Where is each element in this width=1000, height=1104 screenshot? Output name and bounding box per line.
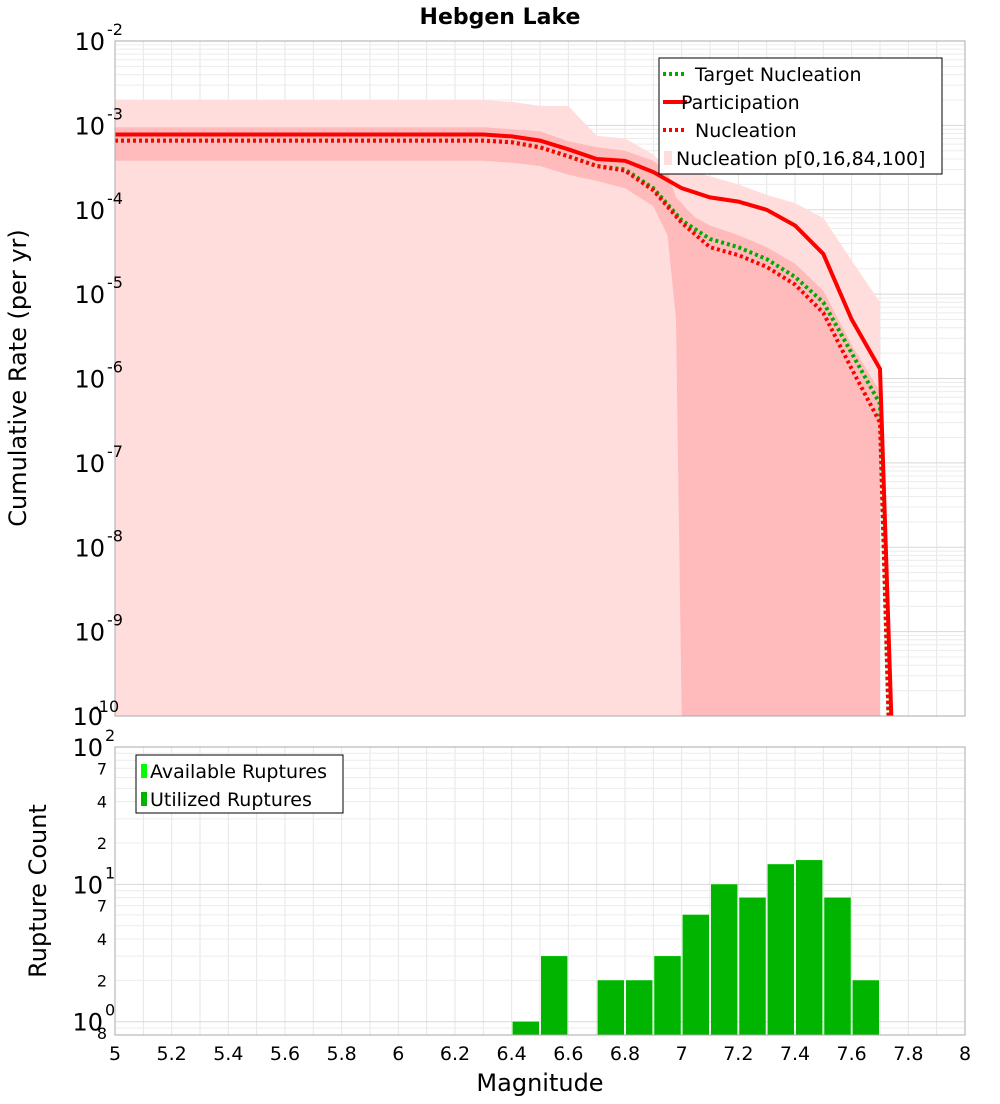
bottom-plot-frame (114, 746, 966, 1036)
bottom-legend-label: Utilized Ruptures (150, 789, 312, 811)
x-tick-label: 6.8 (610, 1043, 640, 1065)
top-plot-frame (114, 40, 966, 717)
legend-swatch-bar (141, 764, 147, 778)
bar-utilized-ruptures (654, 956, 681, 1035)
bottom-y-axis-label: Rupture Count (24, 804, 52, 978)
series-line-participation (115, 132, 894, 717)
top-y-tick-label: 10 (74, 112, 105, 140)
top-y-tick-label: 10 (74, 619, 105, 647)
top-y-tick-exponent: -5 (107, 273, 123, 292)
bar-utilized-ruptures (739, 897, 766, 1035)
bar-utilized-ruptures (767, 864, 794, 1035)
band-p16-p84 (115, 127, 880, 717)
legend-swatch-bar (141, 792, 147, 806)
top-y-tick-label: 10 (74, 28, 105, 56)
bottom-y-tick-exponent: 0 (105, 1001, 115, 1020)
top-y-tick-label: 10 (74, 197, 105, 225)
top-y-tick-exponent: -10 (93, 697, 119, 716)
x-tick-label: 5 (109, 1043, 121, 1065)
x-tick-label: 6.2 (440, 1043, 470, 1065)
bottom-y-tick-exponent: 1 (105, 863, 115, 882)
x-tick-label: 5.6 (270, 1043, 300, 1065)
top-legend-label: Target Nucleation (694, 64, 862, 86)
x-tick-label: 6 (392, 1043, 404, 1065)
x-tick-label: 7.8 (893, 1043, 923, 1065)
bottom-y-minor-tick-label: 8 (97, 1024, 107, 1043)
bottom-y-minor-tick-label: 4 (97, 793, 107, 812)
x-tick-label: 7.4 (780, 1043, 810, 1065)
bar-utilized-ruptures (711, 884, 738, 1035)
top-y-tick-label: 10 (74, 534, 105, 562)
bar-utilized-ruptures (541, 956, 568, 1035)
bar-utilized-ruptures (626, 980, 653, 1035)
x-tick-label: 7.6 (837, 1043, 867, 1065)
x-tick-label: 6.6 (553, 1043, 583, 1065)
top-y-tick-exponent: -3 (107, 104, 123, 123)
chart-title: Hebgen Lake (420, 5, 581, 30)
bar-utilized-ruptures (852, 980, 879, 1035)
bottom-y-tick-label: 10 (72, 871, 103, 899)
x-tick-label: 5.4 (213, 1043, 243, 1065)
top-y-tick-exponent: -9 (107, 611, 123, 630)
bottom-y-minor-tick-label: 7 (97, 897, 107, 916)
series-line-nucleation (115, 138, 891, 717)
legend-swatch-band (664, 151, 672, 165)
x-axis-label: Magnitude (476, 1069, 603, 1097)
x-tick-label: 7 (676, 1043, 688, 1065)
x-tick-label: 5.8 (327, 1043, 357, 1065)
x-tick-label: 8 (959, 1043, 971, 1065)
top-y-tick-exponent: -8 (107, 526, 123, 545)
top-y-tick-exponent: -2 (107, 20, 123, 39)
top-y-axis-label: Cumulative Rate (per yr) (4, 229, 32, 527)
x-tick-label: 7.2 (723, 1043, 753, 1065)
bottom-y-minor-tick-label: 2 (97, 971, 107, 990)
top-y-tick-label: 10 (72, 703, 103, 731)
top-y-tick-label: 10 (74, 450, 105, 478)
top-legend-box (658, 57, 943, 175)
bottom-legend-label: Available Ruptures (150, 761, 327, 783)
top-y-tick-exponent: -6 (107, 358, 123, 377)
bar-utilized-ruptures (796, 860, 823, 1035)
bottom-y-tick-label: 10 (72, 1009, 103, 1037)
top-legend-label: Participation (681, 92, 800, 114)
bottom-y-minor-tick-label: 2 (97, 834, 107, 853)
top-y-tick-exponent: -7 (107, 442, 123, 461)
bar-utilized-ruptures (512, 1021, 539, 1035)
top-y-tick-label: 10 (74, 281, 105, 309)
top-legend-label: Nucleation p[0,16,84,100] (676, 148, 925, 170)
bottom-y-tick-label: 10 (72, 734, 103, 762)
bottom-y-minor-tick-label: 4 (97, 930, 107, 949)
top-y-tick-exponent: -4 (107, 189, 123, 208)
x-tick-label: 6.4 (497, 1043, 527, 1065)
top-legend-label: Nucleation (695, 120, 797, 142)
bottom-y-tick-exponent: 2 (105, 726, 115, 745)
bar-utilized-ruptures (824, 897, 851, 1035)
x-tick-label: 5.2 (157, 1043, 187, 1065)
bottom-legend-box (135, 754, 344, 814)
bar-utilized-ruptures (682, 914, 709, 1035)
bar-utilized-ruptures (597, 980, 624, 1035)
top-y-tick-label: 10 (74, 366, 105, 394)
bottom-y-minor-tick-label: 7 (97, 759, 107, 778)
